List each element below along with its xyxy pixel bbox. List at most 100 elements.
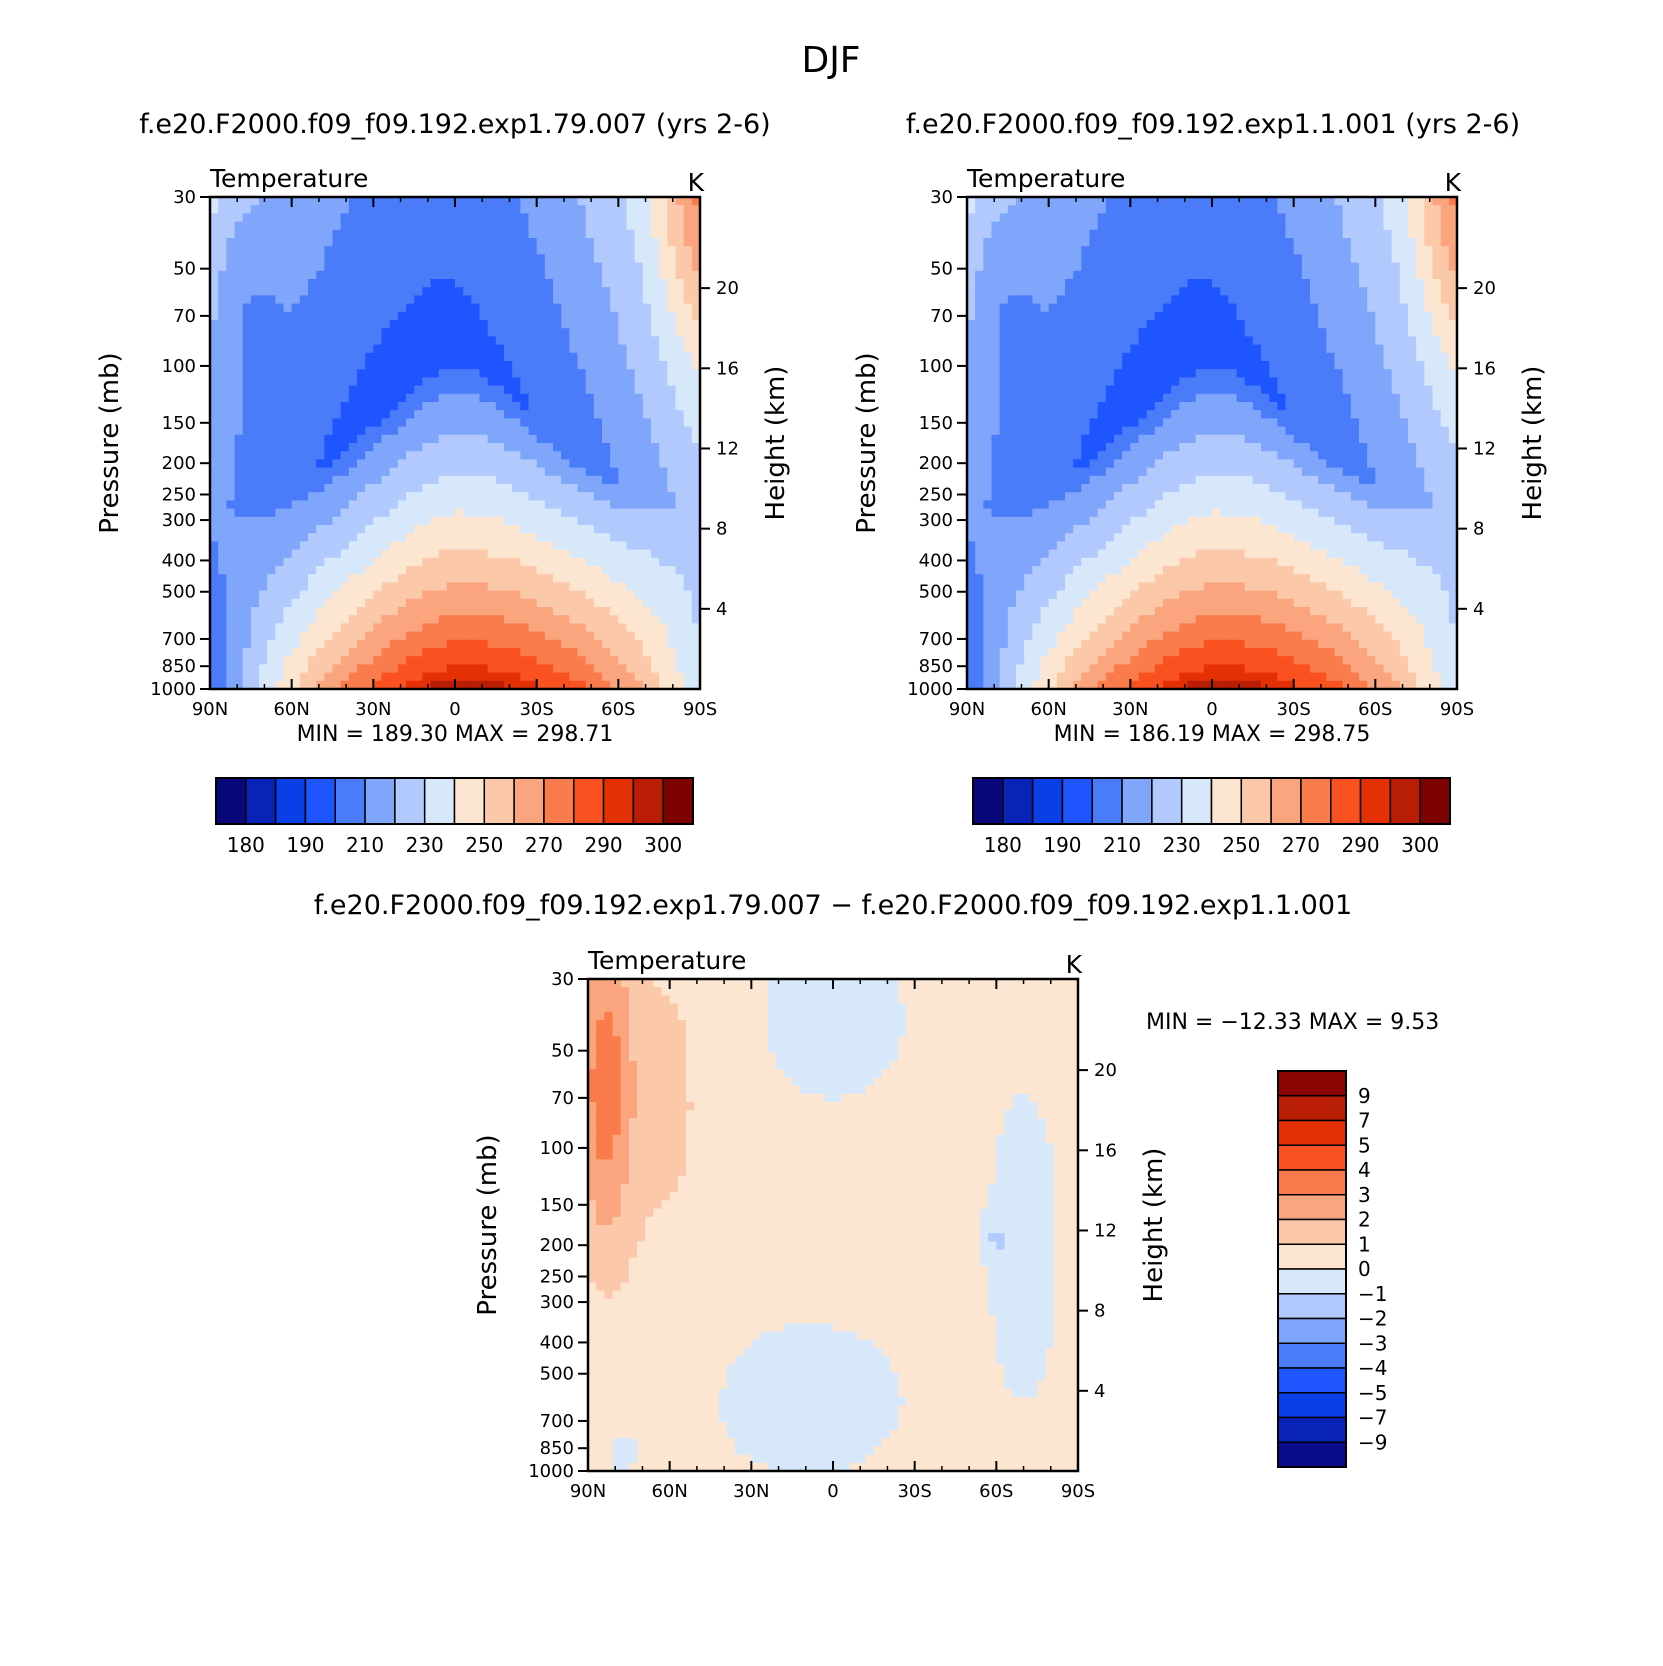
contour-cell: [536, 369, 546, 378]
contour-cell: [504, 361, 513, 370]
contour-cell: [1073, 213, 1082, 223]
contour-cell: [275, 246, 285, 255]
contour-cell: [1179, 303, 1189, 313]
contour-cell: [348, 320, 358, 329]
contour-cell: [1326, 352, 1336, 362]
contour-cell: [299, 344, 309, 354]
contour-cell: [569, 451, 579, 460]
contour-cell: [536, 541, 546, 551]
contour-cell: [651, 475, 660, 485]
contour-cell: [446, 525, 456, 534]
contour-cell: [250, 590, 260, 600]
contour-cell: [512, 361, 521, 370]
contour-cell: [593, 279, 603, 288]
contour-cell: [1424, 336, 1434, 346]
contour-cell: [1007, 246, 1017, 255]
contour-cell: [1114, 320, 1123, 329]
contour-cell: [999, 238, 1009, 247]
contour-cell: [259, 590, 268, 600]
contour-cell: [536, 516, 546, 526]
contour-cell: [316, 574, 325, 583]
contour-cell: [414, 459, 423, 469]
contour-cell: [340, 574, 350, 583]
contour-cell: [1146, 197, 1156, 206]
contour-cell: [210, 443, 219, 452]
contour-cell: [651, 492, 660, 501]
contour-cell: [291, 525, 301, 534]
contour-cell: [561, 574, 570, 583]
contour-cell: [561, 533, 570, 542]
contour-cell: [577, 615, 587, 624]
contour-cell: [438, 303, 448, 313]
contour-cell: [659, 500, 668, 510]
contour-cell: [544, 254, 554, 264]
contour-cell: [430, 385, 440, 395]
contour-cell: [463, 295, 472, 305]
contour-cell: [397, 566, 407, 575]
contour-cell: [422, 672, 432, 682]
contour-cell: [975, 270, 984, 280]
contour-cell: [683, 549, 693, 559]
contour-cell: [1277, 270, 1287, 280]
contour-cell: [1408, 361, 1417, 370]
contour-cell: [675, 475, 685, 485]
contour-cell: [1285, 270, 1295, 280]
contour-cell: [365, 451, 374, 460]
contour-cell: [455, 582, 464, 592]
contour-cell: [455, 418, 464, 428]
contour-cell: [242, 656, 252, 665]
contour-cell: [1179, 205, 1189, 214]
contour-cell: [569, 418, 579, 428]
contour-cell: [1391, 320, 1401, 329]
contour-cell: [389, 328, 399, 337]
contour-cell: [967, 336, 976, 346]
contour-cell: [675, 574, 685, 583]
contour-cell: [1040, 328, 1050, 337]
contour-cell: [553, 311, 562, 321]
contour-cell: [1432, 254, 1442, 264]
contour-cell: [1122, 352, 1131, 362]
contour-cell: [250, 287, 260, 296]
contour-cell: [1146, 344, 1156, 354]
contour-cell: [463, 443, 472, 452]
contour-cell: [618, 393, 628, 403]
contour-cell: [324, 320, 334, 329]
contour-cell: [479, 467, 489, 477]
contour-cell: [389, 303, 399, 313]
contour-cell: [1154, 197, 1164, 206]
contour-cell: [495, 336, 505, 346]
contour-cell: [226, 459, 236, 469]
contour-cell: [544, 623, 554, 633]
contour-cell: [1375, 320, 1385, 329]
contour-cell: [1318, 246, 1327, 255]
contour-cell: [642, 623, 652, 633]
contour-cell: [691, 279, 701, 288]
contour-cell: [487, 541, 497, 551]
contour-cell: [504, 320, 513, 329]
contour-cell: [536, 344, 546, 354]
contour-cell: [414, 410, 423, 419]
contour-cell: [991, 213, 1001, 223]
contour-cell: [1440, 221, 1450, 231]
contour-cell: [291, 533, 301, 542]
contour-cell: [1350, 352, 1360, 362]
contour-cell: [495, 648, 505, 657]
contour-cell: [1269, 221, 1278, 231]
contour-cell: [553, 533, 562, 542]
contour-cell: [1089, 311, 1099, 321]
contour-cell: [536, 205, 546, 214]
contour-cell: [585, 229, 595, 239]
contour-cell: [520, 590, 530, 600]
contour-cell: [536, 197, 546, 206]
contour-cell: [463, 311, 472, 321]
contour-cell: [1440, 213, 1450, 223]
contour-cell: [504, 533, 513, 542]
contour-cell: [577, 525, 587, 534]
contour-cell: [593, 623, 603, 633]
contour-cell: [283, 664, 293, 674]
contour-cell: [536, 557, 546, 567]
contour-cell: [553, 566, 562, 575]
contour-cell: [585, 279, 595, 288]
contour-cell: [259, 484, 268, 493]
contour-cell: [259, 672, 268, 682]
